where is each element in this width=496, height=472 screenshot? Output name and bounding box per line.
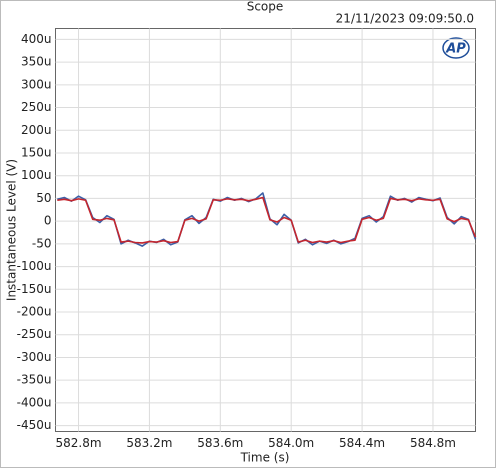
logo: AP [445,42,466,57]
chart-title: Scope [247,0,284,14]
y-axis-label: Instantaneous Level (V) [5,159,19,301]
trace [57,196,477,244]
y-tick-label: 150u [21,145,52,159]
x-tick-label: 583.6m [197,436,243,450]
timestamp: 21/11/2023 09:09:50.0 [336,12,474,26]
y-tick-label: 400u [21,32,52,46]
plot-area [55,28,476,432]
x-tick-label: 582.8m [56,436,102,450]
y-tick-label: 350u [21,55,52,69]
y-tick-label: -450u [17,418,52,432]
x-tick-label: 584.0m [268,436,314,450]
y-tick-label: -250u [17,327,52,341]
y-tick-label: -200u [17,305,52,319]
y-tick-label: -50 [32,236,52,250]
y-tick-label: 300u [21,77,52,91]
y-tick-label: 200u [21,123,52,137]
y-tick-label: 250u [21,100,52,114]
x-axis-label: Time (s) [240,451,290,465]
x-tick-label: 584.8m [410,436,456,450]
y-tick-label: -150u [17,282,52,296]
x-tick-label: 584.4m [339,436,385,450]
y-tick-label: -100u [17,259,52,273]
y-tick-label: -300u [17,350,52,364]
y-tick-label: -400u [17,395,52,409]
logo-ring [442,37,470,59]
y-tick-label: 50 [36,191,51,205]
y-tick-label: 100u [21,168,52,182]
y-tick-label: 0 [44,214,52,228]
y-tick-label: -350u [17,373,52,387]
x-tick-label: 583.2m [126,436,172,450]
